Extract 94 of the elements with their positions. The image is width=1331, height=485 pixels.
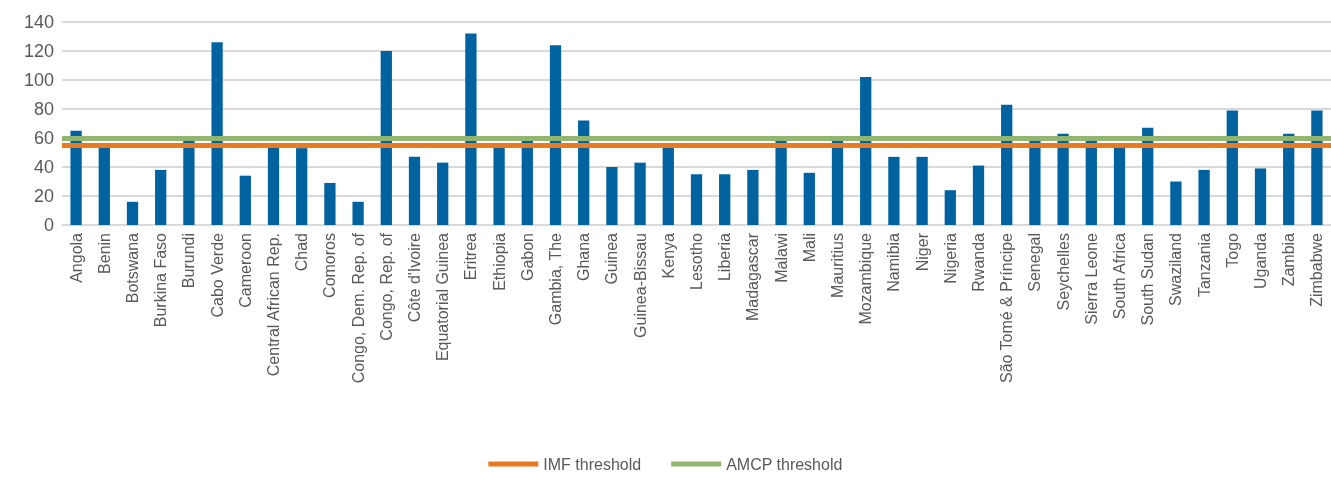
bar — [1057, 133, 1069, 225]
bar — [465, 33, 477, 225]
bar — [324, 182, 336, 225]
x-tick-label: Nigeria — [941, 232, 959, 284]
bar — [719, 174, 731, 225]
x-tick-label: Togo — [1223, 232, 1241, 268]
x-tick-label: Ghana — [575, 232, 593, 282]
bar — [831, 140, 844, 225]
x-tick-label: Gabon — [518, 233, 536, 282]
bar — [860, 77, 872, 225]
y-tick-label: 0 — [43, 215, 54, 235]
y-tick-label: 40 — [33, 157, 54, 177]
x-tick-label: Mauritius — [829, 233, 846, 298]
bar — [1029, 140, 1041, 225]
x-tick-label: Seychelles — [1054, 233, 1072, 311]
bar — [98, 145, 110, 225]
bar — [972, 165, 985, 225]
x-tick-label: Senegal — [1026, 233, 1044, 292]
x-tick-label: Guinea-Bissau — [631, 233, 649, 338]
bar — [1254, 168, 1267, 225]
x-tick-label: Angola — [67, 232, 85, 283]
x-tick-label: Central African Rep. — [265, 233, 282, 377]
x-tick-label: Comoros — [321, 233, 339, 298]
y-tick-label: 140 — [23, 12, 54, 32]
bar — [521, 140, 533, 225]
y-tick-label: 100 — [23, 70, 54, 90]
x-tick-label: Congo, Rep. of — [377, 232, 395, 341]
x-tick-label: Equatorial Guinea — [434, 232, 452, 362]
bar — [296, 148, 308, 225]
x-tick-label: Burkina Faso — [152, 232, 170, 328]
y-tick-label: 20 — [33, 186, 54, 206]
x-tick-label: South Sudan — [1139, 233, 1157, 326]
x-tick-label: Sierra Leone — [1082, 232, 1100, 325]
bar — [662, 146, 674, 225]
x-tick-label: Guinea — [603, 232, 621, 285]
y-tick-label: 60 — [33, 128, 54, 148]
x-tick-label: Cabo Verde — [208, 232, 226, 318]
bar — [775, 140, 787, 225]
bar — [1198, 169, 1210, 225]
y-tick-label: 80 — [33, 99, 54, 119]
x-tick-label: Cameroon — [236, 233, 254, 308]
bar — [155, 169, 167, 225]
x-tick-label: Tanzania — [1195, 232, 1213, 298]
bar — [747, 169, 759, 225]
bar — [352, 201, 364, 225]
x-tick-label: Lesotho — [688, 232, 705, 290]
bar — [267, 145, 280, 225]
bar — [437, 162, 449, 225]
x-tick-label: Mali — [800, 233, 818, 263]
x-tick-label: South Africa — [1111, 232, 1128, 320]
bar — [549, 45, 562, 225]
bar — [1113, 146, 1126, 225]
x-tick-label: Congo, Dem. Rep. of — [349, 232, 367, 384]
bar — [211, 42, 223, 225]
x-tick-label: Chad — [293, 233, 311, 272]
x-tick-label: Liberia — [716, 232, 734, 282]
x-tick-label: Malawi — [772, 233, 790, 283]
x-tick-label: Madagascar — [744, 232, 762, 322]
bar — [690, 174, 703, 225]
x-tick-label: Gambia, The — [547, 232, 564, 326]
x-tick-label: São Tomé & Príncipe — [998, 232, 1016, 384]
x-tick-label: Rwanda — [970, 232, 987, 292]
bar — [606, 167, 618, 225]
bar — [888, 156, 900, 225]
bar — [493, 145, 505, 225]
bar — [944, 190, 956, 225]
x-tick-label: Benin — [95, 233, 113, 274]
bar — [183, 140, 195, 225]
bar — [408, 156, 421, 225]
x-tick-label: Eritrea — [462, 232, 480, 281]
x-tick-label: Swaziland — [1167, 233, 1185, 306]
x-tick-label: Namibia — [885, 232, 903, 292]
x-tick-label: Uganda — [1252, 232, 1269, 290]
x-tick-label: Niger — [913, 232, 931, 272]
legend-label: IMF threshold — [543, 455, 642, 473]
bar — [1085, 140, 1097, 225]
bar — [239, 175, 251, 225]
y-tick-label: 120 — [23, 41, 54, 61]
x-tick-label: Côte d'Ivoire — [406, 232, 423, 323]
bar — [1170, 181, 1182, 225]
x-tick-label: Zimbabwe — [1308, 232, 1326, 307]
legend-label: AMCP threshold — [726, 455, 843, 473]
bar — [803, 172, 815, 225]
x-tick-label: Ethiopia — [490, 232, 508, 291]
x-tick-label: Zambia — [1280, 232, 1298, 287]
bar — [634, 162, 646, 225]
x-tick-label: Kenya — [659, 232, 677, 279]
x-tick-label: Burundi — [180, 233, 198, 289]
bar — [1311, 110, 1323, 225]
x-tick-label: Botswana — [124, 232, 141, 304]
bar — [380, 51, 392, 225]
x-tick-label: Mozambique — [857, 232, 875, 325]
bar — [126, 201, 139, 225]
bar — [916, 156, 928, 225]
